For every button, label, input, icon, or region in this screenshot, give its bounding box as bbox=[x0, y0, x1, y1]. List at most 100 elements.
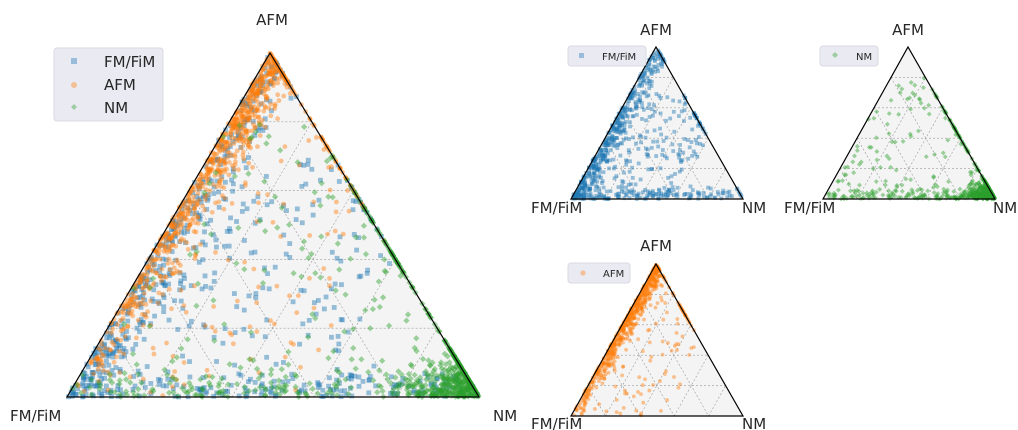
fm-fim-point bbox=[357, 316, 363, 322]
afm-point bbox=[219, 138, 225, 144]
fm-fim-point bbox=[134, 283, 139, 289]
afm-point bbox=[232, 124, 238, 130]
fm-fim-point bbox=[677, 99, 682, 104]
fm-fim-point bbox=[638, 82, 642, 87]
nm-point bbox=[415, 390, 423, 397]
fm-fim-point bbox=[316, 197, 322, 203]
nm-point bbox=[438, 381, 446, 388]
nm-point bbox=[981, 193, 987, 199]
nm-point bbox=[422, 391, 430, 398]
afm-point bbox=[88, 360, 94, 366]
afm-point bbox=[611, 344, 615, 349]
nm-point bbox=[449, 364, 456, 372]
nm-point bbox=[944, 193, 950, 199]
afm-point bbox=[203, 172, 208, 178]
afm-point bbox=[271, 80, 277, 86]
afm-point bbox=[266, 59, 271, 65]
fm-fim-point bbox=[202, 229, 207, 235]
nm-point bbox=[331, 381, 338, 388]
afm-point bbox=[638, 303, 643, 307]
afm-point bbox=[89, 358, 95, 364]
nm-point bbox=[442, 387, 449, 394]
fm-fim-point bbox=[220, 340, 226, 346]
afm-point bbox=[240, 119, 246, 125]
fm-fim-point bbox=[618, 123, 623, 128]
afm-point bbox=[171, 265, 177, 271]
afm-point bbox=[217, 179, 223, 185]
fm-fim-point bbox=[450, 373, 456, 379]
fm-fim-point bbox=[216, 204, 222, 210]
fm-fim-point bbox=[109, 368, 115, 373]
nm-point bbox=[417, 374, 424, 381]
fm-fim-point bbox=[594, 156, 599, 161]
nm-point bbox=[250, 357, 257, 364]
fm-fim-point bbox=[682, 102, 687, 107]
afm-point bbox=[654, 270, 659, 275]
nm-point bbox=[275, 383, 283, 390]
afm-point bbox=[263, 93, 269, 99]
afm-point bbox=[652, 277, 657, 281]
fm-fim-point bbox=[245, 95, 251, 101]
afm-point bbox=[660, 352, 665, 357]
afm-point bbox=[623, 324, 627, 328]
fm-fim-point bbox=[609, 137, 614, 141]
afm-point bbox=[650, 283, 654, 288]
fm-fim-point bbox=[646, 167, 651, 172]
fm-fim-point bbox=[590, 194, 595, 199]
fm-fim-point bbox=[366, 378, 372, 383]
afm-point bbox=[642, 299, 647, 304]
afm-point bbox=[228, 121, 234, 127]
nm-point bbox=[430, 393, 437, 400]
nm-point bbox=[438, 386, 445, 393]
afm-point bbox=[646, 285, 650, 289]
fm-fim-point bbox=[259, 372, 265, 378]
fm-fim-point bbox=[80, 383, 86, 388]
nm-point bbox=[457, 389, 464, 396]
afm-point bbox=[172, 369, 178, 374]
afm-point bbox=[647, 388, 652, 393]
fm-fim-point bbox=[137, 319, 142, 325]
fm-fim-point bbox=[642, 78, 646, 83]
afm-point bbox=[651, 272, 656, 276]
fm-fim-point bbox=[302, 388, 308, 394]
afm-point bbox=[195, 214, 201, 220]
nm-point bbox=[278, 366, 285, 373]
afm-point bbox=[232, 152, 238, 158]
nm-point bbox=[949, 194, 955, 200]
fm-fim-point bbox=[604, 148, 609, 153]
afm-point bbox=[648, 295, 653, 300]
fm-fim-point bbox=[246, 115, 252, 121]
fm-fim-point bbox=[614, 116, 619, 121]
fm-fim-point bbox=[219, 142, 225, 148]
fm-fim-point bbox=[181, 215, 187, 221]
fm-fim-point bbox=[673, 172, 677, 176]
fm-fim-point bbox=[671, 188, 676, 193]
fm-fim-point bbox=[658, 126, 662, 131]
fm-fim-point bbox=[624, 114, 629, 118]
fm-fim-point bbox=[221, 196, 227, 202]
fm-fim-point bbox=[258, 392, 264, 398]
fm-fim-point bbox=[708, 194, 712, 199]
nm-point bbox=[942, 115, 948, 121]
fm-fim-point bbox=[214, 244, 219, 250]
nm-point bbox=[440, 373, 447, 380]
afm-point bbox=[262, 105, 268, 110]
afm-point bbox=[612, 345, 617, 350]
afm-point bbox=[639, 392, 643, 397]
fm-fim-point bbox=[607, 130, 612, 135]
fm-fim-point bbox=[209, 178, 214, 184]
nm-point bbox=[146, 322, 153, 330]
fm-fim-point bbox=[690, 127, 695, 132]
afm-point bbox=[231, 117, 237, 123]
afm-point bbox=[640, 300, 645, 305]
afm-point bbox=[642, 292, 647, 297]
afm-point bbox=[133, 284, 138, 289]
fm-fim-point bbox=[306, 317, 312, 323]
fm-fim-point bbox=[208, 385, 214, 391]
nm-point bbox=[969, 169, 975, 175]
afm-point bbox=[185, 246, 191, 252]
afm-point bbox=[328, 323, 334, 328]
fm-fim-point bbox=[601, 143, 606, 147]
fm-fim-point bbox=[305, 332, 311, 338]
